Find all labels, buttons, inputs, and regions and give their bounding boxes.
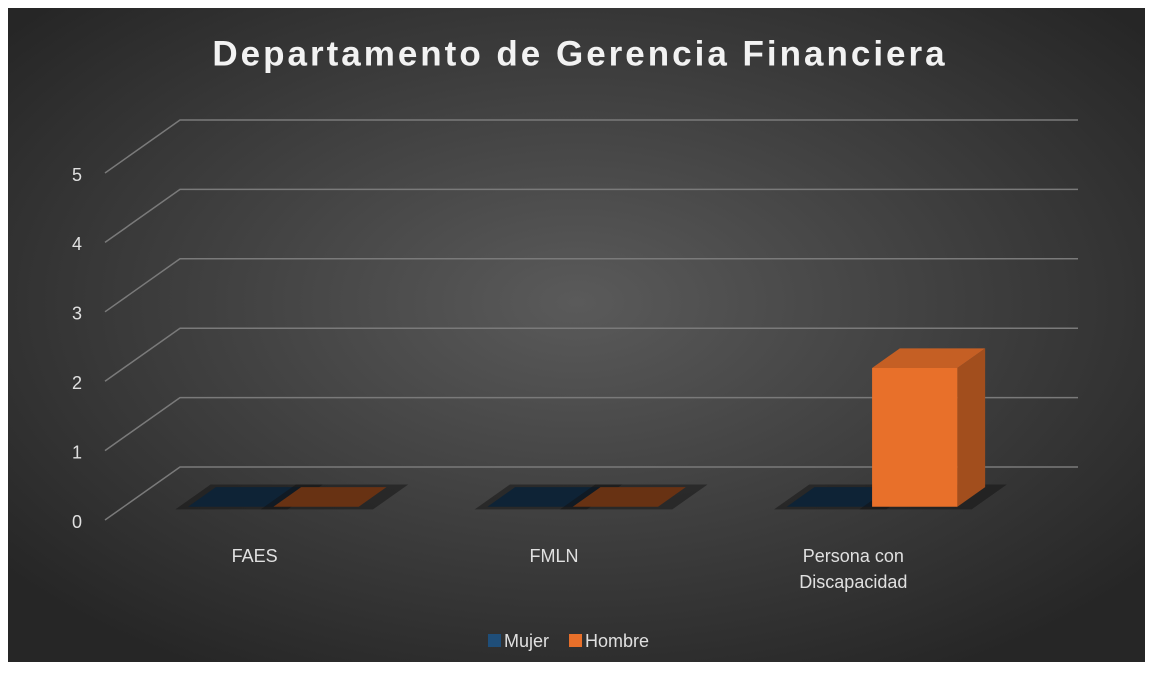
x-tick-label: Persona con Discapacidad	[799, 546, 907, 592]
y-tick-label: 4	[72, 234, 82, 254]
y-tick-label: 2	[72, 373, 82, 393]
chart-background	[8, 8, 1145, 662]
bar	[273, 487, 387, 507]
y-tick-label: 0	[72, 512, 82, 532]
legend-label: Mujer	[504, 631, 549, 651]
grid-line	[104, 466, 1078, 521]
legend-swatch	[569, 634, 583, 647]
y-tick-label: 5	[72, 165, 82, 185]
x-tick-label: FMLN	[530, 546, 579, 566]
grid-line	[104, 188, 1078, 244]
legend-label: Hombre	[585, 631, 649, 651]
y-tick-label: 3	[72, 304, 82, 324]
bar	[572, 487, 686, 507]
legend-swatch	[488, 634, 501, 647]
bar-top	[872, 348, 986, 368]
bar-front	[872, 367, 958, 507]
y-tick-label: 1	[72, 442, 82, 462]
grid-line	[104, 396, 1078, 452]
grid-line	[104, 327, 1078, 382]
grid-line	[104, 258, 1078, 313]
bar-side	[957, 348, 986, 507]
bar-top	[273, 487, 387, 507]
x-tick-label: FAES	[232, 546, 278, 566]
grid-line	[104, 119, 1078, 174]
bar	[872, 348, 986, 507]
chart-title: Departamento de Gerencia Financiera	[212, 34, 947, 73]
bar-top	[572, 487, 686, 507]
